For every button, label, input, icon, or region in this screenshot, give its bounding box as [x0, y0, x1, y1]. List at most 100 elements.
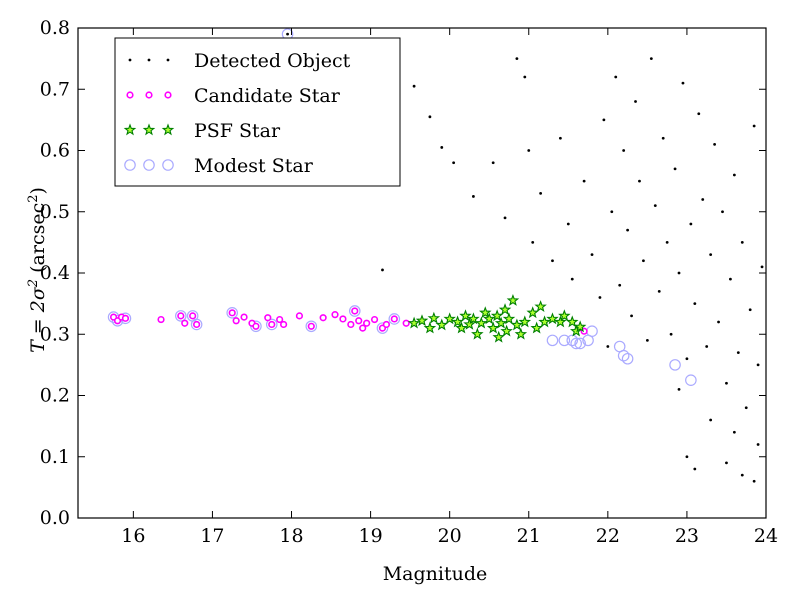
detected-object-point — [472, 195, 475, 198]
candidate-star-point — [240, 313, 248, 321]
legend-marker-detected-object — [128, 58, 132, 62]
detected-object-point — [610, 210, 614, 214]
psf-star-point — [443, 312, 456, 325]
detected-object-point — [760, 265, 764, 269]
detected-object-point — [732, 173, 736, 177]
detected-object-point — [752, 124, 756, 128]
detected-object-point — [452, 161, 456, 165]
detected-object-point — [756, 363, 760, 367]
detected-object-point — [590, 253, 594, 257]
y-tick-label: 0.7 — [40, 78, 70, 100]
candidate-star-point — [351, 307, 359, 315]
candidate-star-point — [370, 315, 379, 324]
candidate-star-point — [264, 314, 272, 322]
detected-object-point — [661, 136, 665, 140]
candidate-star-point — [157, 315, 165, 324]
psf-star-point — [407, 316, 421, 329]
modest-star-point — [566, 334, 579, 347]
detected-object-point — [634, 100, 637, 103]
candidate-star-point — [355, 317, 363, 325]
detected-object-point — [638, 179, 641, 183]
detected-object-point — [709, 253, 713, 257]
detected-object-point — [570, 277, 574, 281]
detected-object-point — [693, 467, 697, 471]
detected-object-point — [748, 308, 752, 312]
x-tick-label: 16 — [121, 525, 145, 547]
legend-markers — [123, 58, 175, 171]
modest-star-point — [621, 352, 634, 365]
detected-object-point — [740, 473, 744, 477]
legend-marker-psf-star — [161, 123, 175, 136]
x-tick-label: 17 — [200, 525, 224, 547]
detected-object-point — [558, 136, 562, 140]
legend-label-psf-star: PSF Star — [194, 120, 281, 142]
detected-object-point — [602, 118, 606, 122]
detected-object-point — [756, 443, 760, 446]
x-tick-label: 19 — [359, 525, 383, 547]
psf-star-point — [538, 315, 551, 328]
y-tick-label: 0.8 — [40, 17, 70, 39]
detected-object-point — [709, 418, 713, 422]
detected-object-point — [614, 75, 618, 79]
legend-marker-detected-object — [166, 58, 170, 62]
candidate-star-point — [177, 312, 185, 320]
psf-star-point — [467, 312, 480, 325]
candidate-star-point — [228, 309, 236, 317]
y-tick-label: 0.4 — [40, 262, 70, 284]
candidate-star-point — [276, 315, 284, 324]
psf-star-point — [506, 293, 520, 306]
modest-star-point — [617, 349, 630, 362]
detected-object-point — [701, 198, 705, 201]
psf-star-point — [415, 314, 429, 327]
detected-object-point — [649, 57, 653, 61]
detected-object-point — [286, 32, 289, 36]
psf-star-point — [510, 318, 524, 331]
detected-object-point — [736, 351, 740, 355]
detected-object-point — [598, 296, 602, 299]
psf-star-point — [482, 312, 496, 325]
plot-marks — [107, 28, 764, 483]
y-tick-label: 0.1 — [40, 446, 70, 468]
psf-star-point — [514, 327, 528, 340]
detected-object-point — [685, 455, 689, 459]
detected-object-point — [582, 179, 586, 183]
detected-object-point — [752, 479, 756, 483]
detected-object-point — [515, 57, 519, 61]
detected-object-point — [677, 271, 681, 275]
y-tick-label: 0.2 — [40, 385, 70, 407]
detected-object-point — [645, 338, 649, 342]
legend-box — [114, 37, 401, 187]
modest-star-point — [305, 320, 318, 333]
detected-object-point — [713, 142, 716, 146]
axis-ticks: 16 17 18 19 20 21 22 23 24 0.0 0.1 0.2 0.3 0.4 0.5 0.6 0… — [40, 17, 778, 547]
modest-star-point — [226, 307, 239, 319]
candidate-star-point — [295, 312, 304, 320]
detected-object-point — [721, 210, 724, 214]
psf-star-point — [573, 320, 587, 333]
detected-object-point — [527, 149, 531, 152]
detected-object-point — [381, 268, 384, 272]
detected-object-point — [566, 222, 570, 226]
psf-star-point — [486, 321, 500, 334]
legend-marker-psf-star — [142, 123, 156, 136]
candidate-star-point — [319, 314, 327, 322]
detected-object-point — [669, 332, 673, 336]
x-tick-label: 22 — [596, 525, 620, 547]
y-axis-label: T = 2σ2 (arcsec2) — [26, 187, 49, 353]
legend-marker-modest-star — [124, 159, 136, 171]
psf-star-point — [502, 312, 516, 325]
y-tick-label: 0.3 — [40, 323, 70, 345]
detected-object-point — [705, 345, 709, 348]
modest-star-point — [685, 374, 697, 386]
x-tick-label: 21 — [517, 525, 541, 547]
legend-marker-modest-star — [143, 159, 155, 171]
detected-object-point — [440, 146, 444, 149]
modest-star-point — [546, 334, 559, 347]
detected-object-point — [689, 222, 693, 226]
detected-object-point — [539, 191, 543, 195]
legend-marker-candidate-star — [164, 91, 172, 99]
candidate-star-point — [402, 319, 410, 327]
candidate-star-point — [390, 315, 398, 323]
psf-star-point — [427, 311, 441, 324]
